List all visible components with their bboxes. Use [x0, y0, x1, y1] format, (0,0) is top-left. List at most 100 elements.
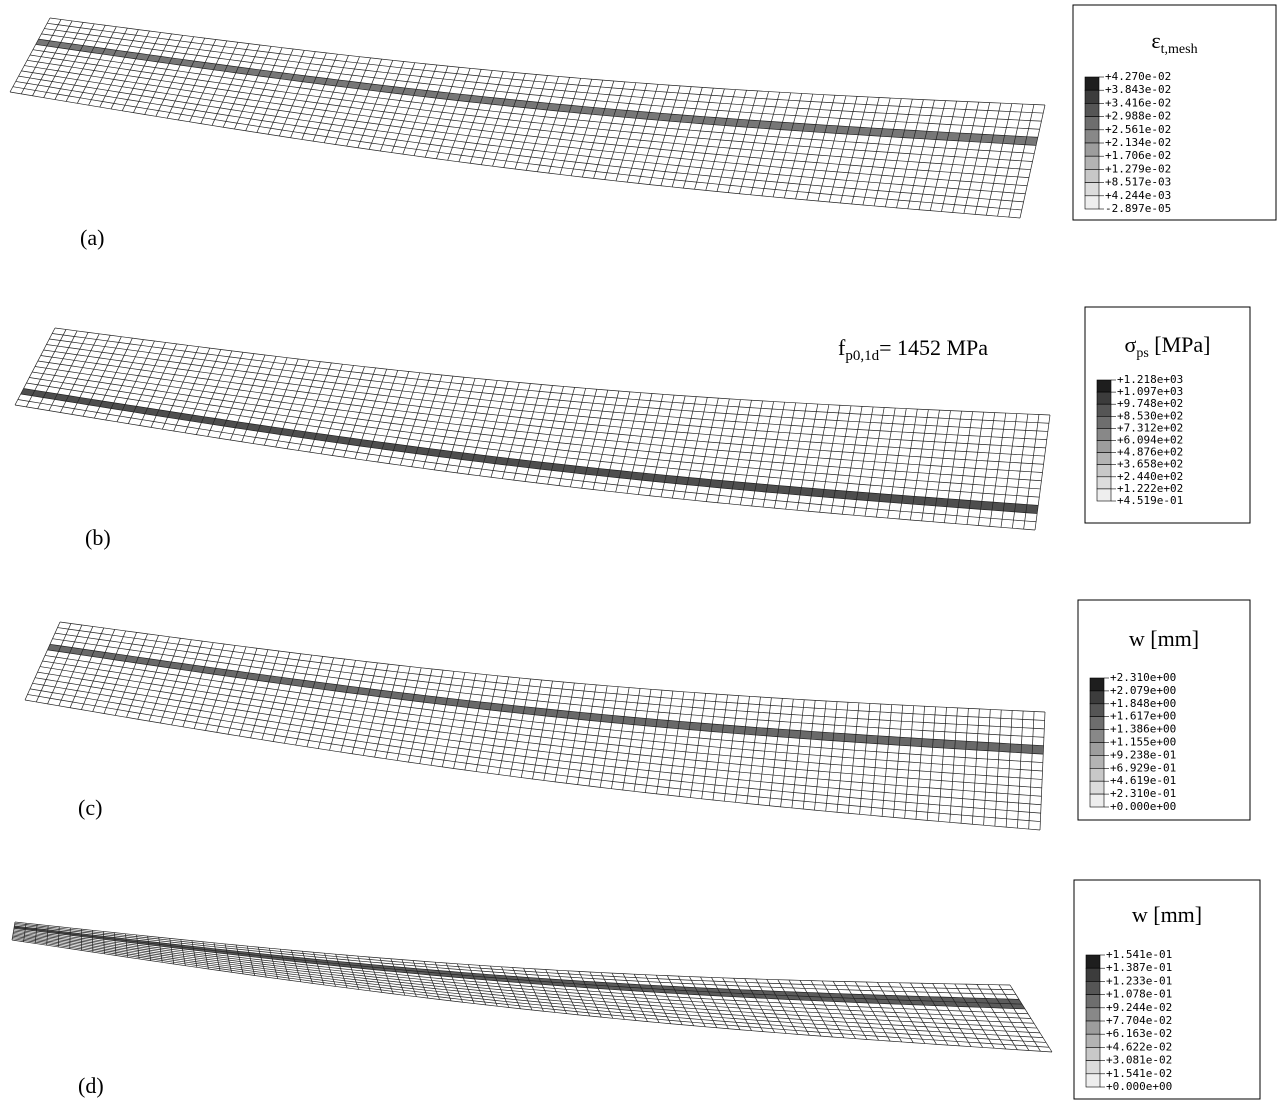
- legend-box: [1073, 5, 1276, 220]
- legend-value: +1.233e-01: [1106, 974, 1172, 987]
- mesh-line: [386, 667, 410, 759]
- legend-value: +4.619e-01: [1110, 774, 1176, 787]
- mesh-line: [634, 689, 651, 791]
- mesh-line: [284, 655, 311, 743]
- legend-swatch: [1090, 755, 1104, 768]
- mesh-line: [702, 694, 717, 799]
- mesh-line: [55, 24, 94, 100]
- mesh-line: [638, 85, 669, 183]
- mesh-line: [341, 662, 367, 752]
- mesh-line: [32, 21, 72, 96]
- mesh-line: [897, 100, 924, 208]
- legend-swatch: [1086, 955, 1100, 968]
- mesh-line: [521, 680, 541, 778]
- legend-swatch: [1085, 117, 1099, 130]
- legend-swatch: [1086, 995, 1100, 1008]
- mesh-line: [874, 99, 901, 206]
- legend-value: +2.440e+02: [1117, 470, 1183, 483]
- mesh-line: [12, 939, 1049, 1047]
- mesh-line: [829, 96, 857, 202]
- legend-swatch: [1097, 416, 1111, 428]
- mesh-line: [863, 98, 890, 205]
- legend-value: +8.517e-03: [1105, 176, 1171, 189]
- mesh-line: [156, 37, 194, 117]
- legend-value: +1.706e-02: [1105, 149, 1171, 162]
- mesh-line: [307, 658, 334, 747]
- legend-title-symbol: σ: [1124, 332, 1136, 357]
- legend-swatch: [1097, 477, 1111, 489]
- legend-swatch: [1097, 404, 1111, 416]
- legend-swatch: [1085, 103, 1099, 116]
- mesh-line: [257, 49, 293, 133]
- legend-value: +2.988e-02: [1105, 110, 1171, 123]
- mesh-band: [14, 926, 1025, 1009]
- mesh-line: [683, 88, 713, 188]
- mesh-line: [1009, 105, 1034, 218]
- mesh-line: [672, 87, 702, 187]
- mesh-line: [454, 674, 476, 769]
- mesh-line: [544, 682, 564, 780]
- mesh-line: [318, 659, 344, 749]
- mesh-line: [347, 59, 382, 146]
- legend-swatch: [1090, 730, 1104, 743]
- mesh-line: [623, 688, 640, 790]
- mesh-line: [796, 95, 824, 199]
- mesh-line: [89, 28, 128, 105]
- mesh-line: [476, 676, 498, 772]
- legend-value: +7.704e-02: [1106, 1014, 1172, 1027]
- mesh-line: [706, 90, 736, 191]
- legend-swatch: [1097, 428, 1111, 440]
- legend-title-symbol: w [mm]: [1132, 902, 1202, 927]
- mesh-line: [555, 683, 574, 782]
- mesh-line: [627, 84, 658, 182]
- legend-value: +8.530e+02: [1117, 409, 1183, 422]
- mesh-line: [695, 89, 725, 189]
- mesh-line: [138, 637, 170, 719]
- mesh-line: [762, 93, 791, 196]
- mesh-line: [1020, 105, 1045, 218]
- legend-swatch: [1086, 968, 1100, 981]
- mesh-line: [172, 641, 203, 725]
- mesh-line: [999, 985, 1041, 1051]
- mesh-line: [302, 54, 338, 139]
- legend-value: +6.163e-02: [1106, 1027, 1172, 1040]
- annotation-subscript: p0,1d: [845, 348, 879, 364]
- mesh-line: [313, 55, 349, 141]
- legend-value: +4.622e-02: [1106, 1040, 1172, 1053]
- legend-swatch: [1085, 196, 1099, 209]
- mesh-line: [964, 103, 990, 214]
- mesh-line: [279, 52, 315, 136]
- mesh-line: [262, 652, 290, 739]
- mesh-line: [92, 930, 93, 952]
- legend-swatch: [1097, 453, 1111, 465]
- legend-swatch: [1086, 1008, 1100, 1021]
- legend-title: w [mm]: [1129, 626, 1199, 651]
- mesh-line: [205, 645, 235, 730]
- legend-value: +1.848e+00: [1110, 697, 1176, 710]
- mesh-line: [70, 928, 71, 949]
- mesh-line: [12, 937, 1046, 1042]
- mesh-line: [852, 98, 880, 205]
- legend-value: +1.387e-01: [1106, 961, 1172, 974]
- legend-value: +6.094e+02: [1117, 434, 1183, 447]
- legend-value: +2.561e-02: [1105, 123, 1171, 136]
- mesh-line: [251, 651, 279, 738]
- mesh-line: [747, 697, 761, 803]
- annotation-text: = 1452 MPa: [879, 335, 988, 360]
- mesh-line: [212, 44, 249, 126]
- mesh-line: [183, 643, 213, 727]
- legend-value: +7.312e+02: [1117, 421, 1183, 434]
- legend-value: +4.270e-02: [1105, 70, 1171, 83]
- mesh-line: [15, 925, 1016, 995]
- mesh-line: [773, 93, 802, 196]
- mesh-line: [751, 92, 780, 195]
- legend-value: +2.310e-01: [1110, 787, 1176, 800]
- mesh-line: [487, 677, 508, 773]
- mesh-line: [594, 82, 625, 179]
- panel-label: (c): [78, 795, 102, 820]
- legend-value: +1.155e+00: [1110, 736, 1176, 749]
- mesh-line: [736, 696, 750, 802]
- mesh-line: [194, 644, 224, 729]
- legend-swatch: [1097, 489, 1111, 501]
- legend-swatch: [1086, 1061, 1100, 1074]
